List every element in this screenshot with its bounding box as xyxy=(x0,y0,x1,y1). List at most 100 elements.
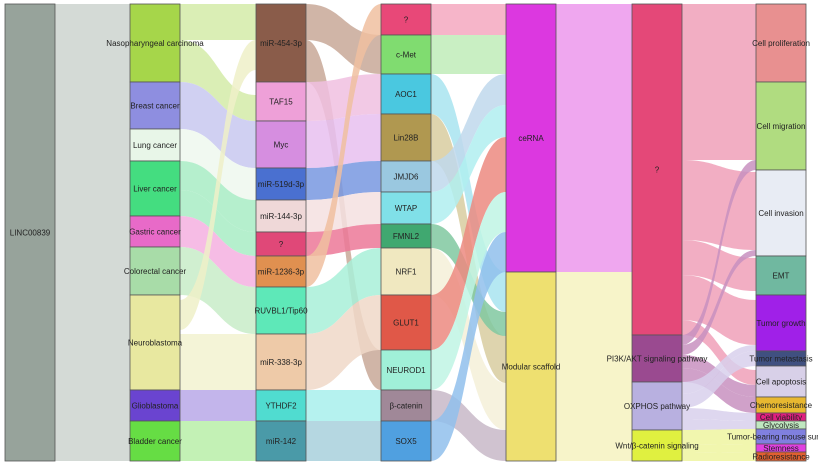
node-bar xyxy=(505,3,557,273)
flow-link xyxy=(55,216,130,247)
node-cancer[interactable]: Gastric cancer xyxy=(129,215,181,248)
flow-link xyxy=(55,247,130,295)
node-bar xyxy=(755,451,807,462)
node-outcome[interactable]: Cell apoptosis xyxy=(755,365,807,398)
node-bar xyxy=(255,231,307,257)
flow-link xyxy=(55,295,130,390)
node-target[interactable]: NRF1 xyxy=(380,247,432,296)
node-outcome[interactable]: Tumor growth xyxy=(755,294,807,352)
node-target[interactable]: AOC1 xyxy=(380,73,432,115)
node-label: Myc xyxy=(274,141,289,150)
node-lncRNA[interactable]: LINC00839 xyxy=(4,3,56,462)
flow-link xyxy=(55,421,130,461)
node-bar xyxy=(129,160,181,217)
node-label: FMNL2 xyxy=(393,232,420,241)
node-label: Bladder cancer xyxy=(128,437,182,446)
node-cancer[interactable]: Neuroblastoma xyxy=(128,294,183,391)
node-label: Chemoresistance xyxy=(750,401,813,410)
node-cancer[interactable]: Liver cancer xyxy=(129,160,181,217)
node-cancer[interactable]: Lung cancer xyxy=(129,128,181,162)
node-cancer[interactable]: Breast cancer xyxy=(129,81,181,130)
node-outcome[interactable]: Cell invasion xyxy=(755,169,807,257)
node-label: Neuroblastoma xyxy=(128,339,183,348)
node-outcome[interactable]: EMT xyxy=(755,255,807,296)
node-bar xyxy=(631,381,683,431)
node-target[interactable]: NEUROD1 xyxy=(380,349,432,391)
node-target[interactable]: Lin28B xyxy=(380,113,432,162)
node-bar xyxy=(255,333,307,391)
node-interactor[interactable]: Myc xyxy=(255,120,307,169)
node-interactor[interactable]: miR-454-3p xyxy=(255,3,307,83)
node-cancer[interactable]: Glioblastoma xyxy=(129,389,181,422)
node-interactor[interactable]: miR-519d-3p xyxy=(255,167,307,201)
node-mechanism[interactable]: Modular scaffold xyxy=(502,271,561,462)
node-label: Colorectal cancer xyxy=(124,267,187,276)
node-interactor[interactable]: miR-142 xyxy=(255,420,307,462)
node-target[interactable]: GLUT1 xyxy=(380,294,432,351)
flow-link xyxy=(306,390,381,421)
node-bar xyxy=(631,429,683,462)
links xyxy=(55,4,756,461)
node-label: AOC1 xyxy=(395,90,417,99)
node-pathway[interactable]: ? xyxy=(631,3,683,336)
node-label: Tumor metastasis xyxy=(749,355,812,364)
node-interactor[interactable]: RUVBL1/Tip60 xyxy=(254,286,308,335)
node-bar xyxy=(755,169,807,257)
node-label: Nasopharyngeal carcinoma xyxy=(106,39,204,48)
node-label: miR-454-3p xyxy=(260,39,302,48)
node-label: Glioblastoma xyxy=(132,402,179,411)
node-target[interactable]: SOX5 xyxy=(380,420,432,462)
node-interactor[interactable]: miR-144-3p xyxy=(255,199,307,233)
node-label: Lung cancer xyxy=(133,141,177,150)
node-bar xyxy=(380,389,432,422)
node-outcome[interactable]: Cell proliferation xyxy=(752,3,810,83)
flow-link xyxy=(682,429,756,445)
node-cancer[interactable]: Bladder cancer xyxy=(128,420,182,462)
node-outcome[interactable]: Tumor metastasis xyxy=(749,350,813,367)
node-interactor[interactable]: TAF15 xyxy=(255,81,307,122)
node-label: miR-142 xyxy=(266,437,297,446)
node-interactor[interactable]: YTHDF2 xyxy=(255,389,307,422)
node-interactor[interactable]: ? xyxy=(255,231,307,257)
flow-link xyxy=(682,452,756,461)
node-target[interactable]: ? xyxy=(380,3,432,36)
node-label: GLUT1 xyxy=(393,319,419,328)
node-target[interactable]: FMNL2 xyxy=(380,223,432,249)
flow-link xyxy=(55,161,130,216)
node-cancer[interactable]: Nasopharyngeal carcinoma xyxy=(106,3,204,83)
flow-link xyxy=(682,160,756,345)
node-bar xyxy=(380,3,432,36)
node-pathway[interactable]: PI3K/AKT signaling pathway xyxy=(607,334,708,383)
node-mechanism[interactable]: ceRNA xyxy=(505,3,557,273)
node-target[interactable]: β-catenin xyxy=(380,389,432,422)
node-pathway[interactable]: OXPHOS pathway xyxy=(624,381,690,431)
node-label: YTHDF2 xyxy=(265,402,297,411)
node-target[interactable]: c-Met xyxy=(380,34,432,75)
node-cancer[interactable]: Colorectal cancer xyxy=(124,246,187,296)
node-outcome[interactable]: Cell migration xyxy=(755,81,807,171)
node-bar xyxy=(129,3,181,83)
node-label: Cell invasion xyxy=(758,209,803,218)
node-outcome[interactable]: Chemoresistance xyxy=(750,396,813,414)
flow-link xyxy=(180,82,256,168)
node-bar xyxy=(255,120,307,169)
node-target[interactable]: WTAP xyxy=(380,191,432,225)
node-label: Cell migration xyxy=(757,122,806,131)
node-target[interactable]: JMJD6 xyxy=(380,160,432,193)
node-interactor[interactable]: miR-338-3p xyxy=(255,333,307,391)
node-bar xyxy=(4,3,56,462)
flow-link xyxy=(682,345,756,394)
node-bar xyxy=(380,34,432,75)
node-label: Cell proliferation xyxy=(752,39,810,48)
node-label: Modular scaffold xyxy=(502,363,561,372)
node-interactor[interactable]: miR-1236-3p xyxy=(255,255,307,288)
flow-link xyxy=(306,421,381,461)
node-bar xyxy=(380,160,432,193)
node-outcome[interactable]: Radioresistance xyxy=(752,451,810,462)
node-pathway[interactable]: Wnt/β-catenin signaling xyxy=(615,429,699,462)
node-label: NRF1 xyxy=(396,268,417,277)
flow-link xyxy=(180,40,256,121)
node-bar xyxy=(255,420,307,462)
node-bar xyxy=(255,286,307,335)
flow-link xyxy=(55,4,130,82)
